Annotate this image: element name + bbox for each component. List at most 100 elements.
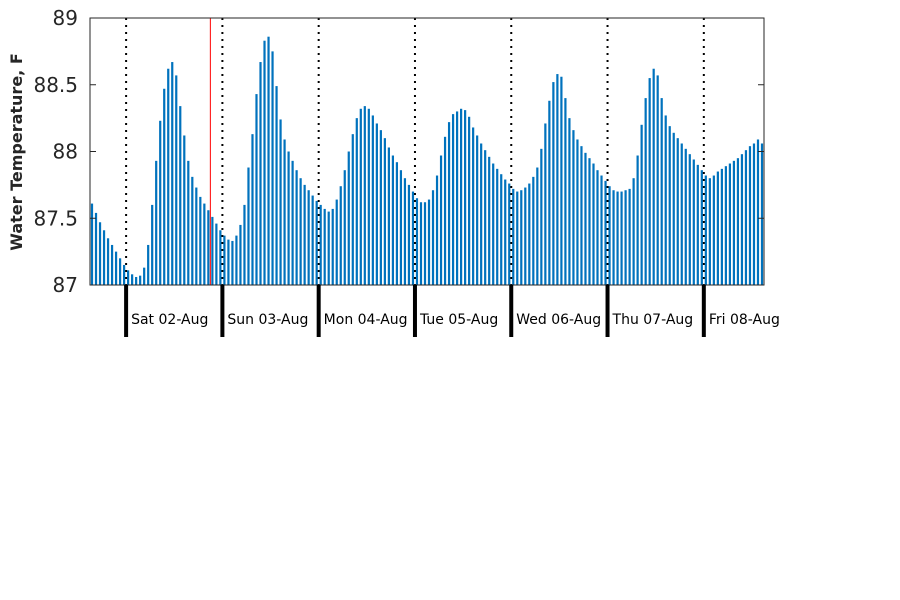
temperature-bar — [431, 190, 435, 285]
temperature-bar — [147, 244, 150, 285]
temperature-bar — [171, 62, 174, 285]
temperature-bar — [532, 176, 535, 285]
temperature-bar — [720, 168, 723, 285]
temperature-bar — [528, 183, 531, 285]
temperature-bar — [568, 118, 571, 286]
temperature-bar — [668, 126, 671, 285]
temperature-bar — [600, 175, 603, 285]
temperature-bar — [123, 264, 126, 285]
temperature-bar — [540, 148, 543, 285]
temperature-bar — [508, 183, 511, 285]
temperature-bar — [151, 204, 154, 285]
temperature-bar — [460, 108, 463, 285]
temperature-bar — [447, 122, 451, 285]
temperature-bar — [239, 224, 242, 285]
temperature-bar — [359, 108, 362, 285]
temperature-bar — [556, 74, 559, 285]
temperature-bar — [451, 114, 455, 286]
temperature-bar — [464, 110, 467, 285]
temperature-bar — [247, 167, 250, 285]
temperature-bar — [472, 127, 475, 285]
temperature-bar — [632, 178, 635, 285]
y-axis-ticks: 87 87.5 88 88.5 89 — [33, 6, 764, 297]
temperature-bar — [94, 212, 98, 285]
temperature-bar — [672, 132, 675, 285]
y-axis-label: Water Temperature, F — [7, 53, 26, 251]
temperature-bar — [439, 155, 443, 285]
day-label: Mon 04-Aug — [324, 312, 408, 328]
temperature-bar — [127, 270, 130, 285]
temperature-bar — [263, 40, 266, 286]
temperature-bar — [219, 230, 222, 285]
temperature-bar — [732, 160, 736, 285]
temperature-bar — [620, 191, 623, 285]
temperature-bar — [215, 223, 218, 285]
temperature-bar — [480, 143, 483, 285]
temperature-bar — [391, 155, 395, 285]
temperature-bar — [688, 154, 691, 285]
temperature-bar — [403, 178, 407, 285]
temperature-bar — [644, 98, 647, 285]
temperature-bar — [327, 211, 330, 285]
temperature-bar — [379, 130, 382, 285]
plot-axes-box — [89, 17, 765, 286]
temperature-bar — [143, 267, 146, 285]
temperature-bar — [748, 146, 752, 285]
temperature-bar — [492, 163, 495, 285]
temperature-bar — [419, 202, 423, 285]
temperature-bar — [291, 160, 294, 285]
temperature-bar — [580, 146, 583, 285]
temperature-bar — [211, 216, 214, 285]
temperature-bar — [500, 174, 503, 285]
temperature-bar — [118, 258, 122, 285]
temperature-bar — [411, 191, 415, 285]
temperature-bar — [636, 155, 639, 285]
temperature-bar — [592, 163, 595, 285]
temperature-bar — [496, 168, 499, 285]
temperature-bar — [319, 204, 322, 285]
temperature-bar — [335, 199, 338, 285]
temperature-bar — [183, 135, 186, 285]
temperature-bar — [516, 191, 519, 285]
temperature-bar — [760, 143, 764, 285]
temperature-bar — [195, 187, 198, 285]
temperature-bar — [504, 179, 507, 285]
temperature-bar — [640, 124, 643, 285]
temperature-bar — [427, 199, 431, 285]
temperature-bar — [395, 162, 399, 285]
temperature-bar — [311, 195, 314, 285]
temperature-bar — [371, 115, 374, 286]
temperature-bar — [106, 238, 110, 285]
temperature-bar — [455, 111, 459, 285]
temperature-bar — [114, 251, 118, 286]
temperature-bar — [564, 98, 567, 285]
temperature-bar — [283, 139, 286, 285]
temperature-bar — [704, 175, 707, 285]
temperature-bar — [656, 75, 659, 285]
temperature-bar — [520, 190, 523, 285]
temperature-bar — [287, 151, 290, 285]
temperature-bar — [399, 170, 403, 285]
temperature-bar — [484, 150, 487, 285]
temperature-bar — [435, 175, 439, 285]
temperature-bar — [331, 208, 334, 285]
day-label: Tue 05-Aug — [419, 312, 498, 328]
temperature-bar — [259, 62, 262, 285]
temperature-bar — [712, 175, 715, 285]
y-tick-label: 87.5 — [33, 206, 78, 230]
temperature-bar — [167, 68, 170, 285]
y-tick-label: 88 — [53, 140, 78, 164]
day-label: Fri 08-Aug — [709, 312, 780, 328]
temperature-bar — [596, 170, 599, 285]
temperature-bar — [524, 187, 527, 285]
temperature-bar — [231, 240, 234, 285]
temperature-bar — [307, 190, 310, 285]
temperature-bar — [560, 76, 563, 286]
temperature-bar — [708, 178, 711, 285]
temperature-bar — [512, 188, 515, 285]
temperature-bar — [488, 156, 491, 285]
temperature-bar — [383, 138, 386, 285]
temperature-bar — [347, 151, 350, 285]
temperature-bar — [407, 184, 411, 286]
